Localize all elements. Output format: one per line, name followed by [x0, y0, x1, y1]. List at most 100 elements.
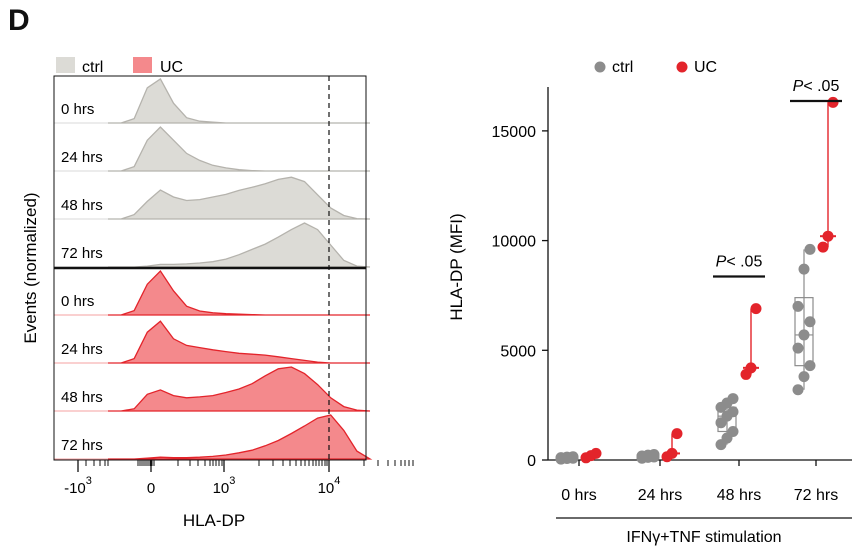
ctrl-point [804, 316, 816, 328]
ctrl-point [636, 450, 648, 462]
ctrl-point [798, 263, 810, 275]
dot-axes: 0 5000 10000 15000 0 hrs 24 hrs 48 hrs 72 hrs [492, 87, 852, 504]
histogram-ylabel: Events (normalized) [21, 192, 40, 343]
histogram-x-axis: -103 0 103 104 [64, 460, 414, 497]
histogram-row: 48 hrs [54, 366, 371, 412]
uc-point [750, 303, 762, 315]
legend-swatch-ctrl [56, 57, 75, 73]
uc-point [740, 368, 752, 380]
legend-swatch-uc [133, 57, 152, 73]
legend-label-uc: UC [160, 59, 183, 76]
histogram-row-label: 72 hrs [61, 437, 103, 454]
histogram-row-label: 24 hrs [61, 149, 103, 166]
ctrl-point [727, 425, 739, 437]
legend-dot-uc [676, 61, 688, 73]
ctrl-point [792, 342, 804, 354]
histogram-curve [108, 414, 373, 460]
legend-label-ctrl-right: ctrl [612, 59, 633, 76]
histogram-tick-label: -103 [64, 475, 92, 497]
ctrl-point [642, 450, 654, 462]
ctrl-box [794, 297, 814, 367]
ctrl-point [648, 451, 660, 463]
histogram-row: 48 hrs [54, 176, 371, 220]
ctrl-point [798, 371, 810, 383]
dot-legend: ctrl UC [594, 59, 717, 76]
ctrl-point [642, 451, 654, 463]
histogram-legend: ctrl UC [56, 57, 183, 76]
histogram-row: 0 hrs [54, 78, 370, 124]
uc-point [590, 447, 602, 459]
histogram-curve [108, 176, 371, 220]
significance-label: P< .05 [793, 78, 840, 95]
histogram-curve [108, 126, 370, 172]
uc-point [827, 96, 839, 108]
ctrl-point [567, 452, 579, 464]
ctrl-point [798, 329, 810, 341]
histogram-row: 24 hrs [54, 126, 370, 172]
ctrl-point [727, 393, 739, 405]
dot-x-tick-label: 48 hrs [717, 487, 761, 504]
legend-label-uc-right: UC [694, 59, 717, 76]
histogram-curve [108, 78, 370, 124]
ctrl-point [721, 410, 733, 422]
legend-label-ctrl: ctrl [82, 59, 103, 76]
significance-label: P< .05 [716, 254, 763, 271]
histogram-row-label: 48 hrs [61, 389, 103, 406]
dot-y-tick-label: 15000 [492, 124, 537, 141]
ctrl-box [717, 406, 737, 433]
ctrl-point [567, 451, 579, 463]
histogram-row-label: 0 hrs [61, 293, 94, 310]
ctrl-point [721, 432, 733, 444]
histogram-curve [108, 320, 370, 364]
ctrl-point [636, 450, 648, 462]
ctrl-point [561, 452, 573, 464]
ctrl-point [561, 451, 573, 463]
dot-xlabel: IFNγ+TNF stimulation [626, 529, 781, 546]
histogram-row-label: 24 hrs [61, 341, 103, 358]
histogram-tick-label: 104 [318, 475, 341, 497]
uc-point [580, 452, 592, 464]
dot-y-tick-label: 5000 [500, 343, 536, 360]
dot-x-tick-label: 24 hrs [638, 487, 682, 504]
ctrl-point [636, 452, 648, 464]
ctrl-point [727, 406, 739, 418]
histogram-row: 24 hrs [54, 320, 370, 364]
legend-dot-ctrl [594, 61, 606, 73]
dot-x-tick-label: 0 hrs [561, 487, 597, 504]
ctrl-point [792, 300, 804, 312]
uc-point [661, 451, 673, 463]
histogram-row-label: 72 hrs [61, 245, 103, 262]
uc-point [585, 450, 597, 462]
histogram-tick-label: 103 [213, 475, 236, 497]
ctrl-point [561, 452, 573, 464]
uc-point [817, 241, 829, 253]
ctrl-point [792, 384, 804, 396]
ctrl-point [555, 453, 567, 465]
uc-point [745, 362, 757, 374]
uc-point [822, 230, 834, 242]
histogram-curve [108, 366, 371, 412]
ctrl-box [557, 456, 577, 460]
dot-marks: P< .05 P< .05 [555, 78, 842, 465]
ctrl-point [642, 449, 654, 461]
ctrl-point [715, 417, 727, 429]
ctrl-point [555, 453, 567, 465]
histogram-tick-label: 0 [147, 480, 155, 497]
histogram-row: 72 hrs [54, 222, 371, 268]
ctrl-point [804, 243, 816, 255]
panel-label: D [8, 4, 30, 37]
uc-point [671, 428, 683, 440]
ctrl-point [715, 401, 727, 413]
dot-y-tick-label: 0 [527, 453, 536, 470]
histogram-row-label: 0 hrs [61, 101, 94, 118]
ctrl-point [567, 452, 579, 464]
histogram-rows: 0 hrs 24 hrs 48 hrs 72 hrs 0 hrs 24 hrs 48 hrs… [54, 78, 373, 460]
ctrl-point [648, 451, 660, 463]
ctrl-point [721, 397, 733, 409]
histogram-curve [108, 269, 370, 316]
histogram-row: 0 hrs [54, 269, 370, 316]
histogram-chart: ctrl UC 0 hrs 24 hrs 48 hrs 72 hrs 0 hrs 24 h… [21, 57, 414, 530]
uc-point [666, 447, 678, 459]
dot-y-tick-label: 10000 [492, 234, 537, 251]
histogram-curve [108, 222, 371, 268]
